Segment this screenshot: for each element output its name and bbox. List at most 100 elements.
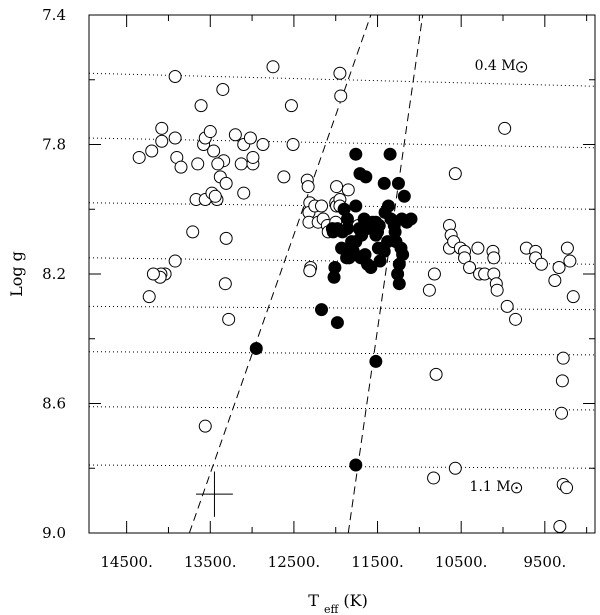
open-point xyxy=(168,254,182,268)
open-point xyxy=(218,277,232,291)
mass-annotation-0: 0.4 M xyxy=(475,58,516,74)
open-point xyxy=(471,241,485,255)
mass-annotations: 0.4 M 1.1 M xyxy=(470,58,528,495)
open-point xyxy=(552,261,566,275)
mass-annotation-1: 1.1 M xyxy=(470,479,511,495)
open-point xyxy=(194,99,208,113)
open-point xyxy=(427,267,441,281)
y-tick-label: 7.8 xyxy=(42,136,66,154)
open-point xyxy=(448,167,462,181)
mass-track-line-5 xyxy=(88,351,596,356)
open-point xyxy=(277,170,291,184)
sun-symbol-icon xyxy=(516,61,528,73)
open-point xyxy=(284,99,298,113)
open-point xyxy=(553,520,567,534)
sun-symbol-icon xyxy=(511,482,523,494)
filled-point xyxy=(325,222,339,236)
open-point xyxy=(146,267,160,281)
filled-point xyxy=(349,199,363,213)
filled-point xyxy=(364,261,378,275)
open-point xyxy=(237,186,251,200)
open-point xyxy=(211,157,225,171)
y-axis-label-text: Log g xyxy=(7,251,26,297)
filled-point xyxy=(392,277,406,291)
filled-point xyxy=(381,199,395,213)
open-point xyxy=(222,312,236,326)
open-point xyxy=(566,290,580,304)
filled-point xyxy=(330,316,344,330)
open-point xyxy=(155,134,169,148)
mass-track-line-2 xyxy=(88,202,596,210)
open-point xyxy=(145,144,159,158)
filled-point xyxy=(397,189,411,203)
open-point xyxy=(487,251,501,265)
filled-point xyxy=(404,212,418,226)
filled-point xyxy=(315,303,329,317)
filled-point xyxy=(335,241,349,255)
open-point xyxy=(560,241,574,255)
filled-point xyxy=(373,254,387,268)
open-point xyxy=(422,283,436,297)
filled-point xyxy=(352,222,366,236)
open-point xyxy=(490,283,504,297)
mass-track-line-6 xyxy=(88,406,596,411)
sun-symbol-dot-icon xyxy=(515,486,518,490)
open-point xyxy=(303,264,317,278)
filled-point xyxy=(391,176,405,190)
y-tick-label: 8.2 xyxy=(42,265,66,283)
open-point xyxy=(315,199,329,213)
filled-point xyxy=(249,341,263,355)
open-point xyxy=(186,225,200,239)
x-axis-label-unit: (K) xyxy=(343,591,367,610)
open-point xyxy=(207,144,221,158)
axis-labels: Log g T eff (K) xyxy=(7,251,368,615)
filled-point xyxy=(371,241,385,255)
open-point xyxy=(234,157,248,171)
error-bar xyxy=(196,471,233,517)
open-point xyxy=(463,261,477,275)
open-point xyxy=(555,406,569,420)
open-point xyxy=(198,419,212,433)
open-point xyxy=(219,231,233,245)
x-tick-label: 9500. xyxy=(523,553,566,571)
open-point xyxy=(509,312,523,326)
mass-track-line-7 xyxy=(88,464,596,469)
open-point xyxy=(132,150,146,164)
x-axis-label-sub: eff xyxy=(324,603,340,615)
open-point xyxy=(548,273,562,287)
open-point xyxy=(219,176,233,190)
open-point xyxy=(427,471,441,485)
open-point xyxy=(500,299,514,313)
filled-point xyxy=(349,147,363,161)
mass-track-line-4 xyxy=(88,305,596,311)
open-point xyxy=(333,66,347,80)
open-point xyxy=(243,131,257,145)
y-tick-label: 7.4 xyxy=(42,6,66,24)
x-axis-label: T eff (K) xyxy=(308,591,368,615)
y-axis-label: Log g xyxy=(7,251,26,297)
open-point xyxy=(560,481,574,495)
open-point xyxy=(256,138,270,151)
open-point xyxy=(563,254,577,268)
x-tick-label: 13500. xyxy=(184,553,237,571)
open-point xyxy=(286,138,300,151)
open-point xyxy=(142,290,156,304)
open-point xyxy=(168,131,182,145)
open-point xyxy=(301,180,315,194)
axis-ticks: 14500. 13500. 12500. 11500. 10500. 9500. 7.4 7.… xyxy=(42,6,595,571)
open-point xyxy=(174,160,188,174)
open-point xyxy=(208,189,222,203)
instability-strip-edge-1 xyxy=(347,14,424,534)
open-point xyxy=(534,257,548,271)
x-tick-label: 14500. xyxy=(100,553,153,571)
y-tick-label: 8.6 xyxy=(42,395,66,413)
open-point xyxy=(168,70,182,84)
open-point xyxy=(203,125,217,139)
open-point xyxy=(216,82,230,96)
open-point xyxy=(191,157,205,171)
open-point xyxy=(246,150,260,164)
filled-point xyxy=(327,270,341,284)
sun-symbol-dot-icon xyxy=(520,65,523,69)
open-point xyxy=(330,180,344,194)
